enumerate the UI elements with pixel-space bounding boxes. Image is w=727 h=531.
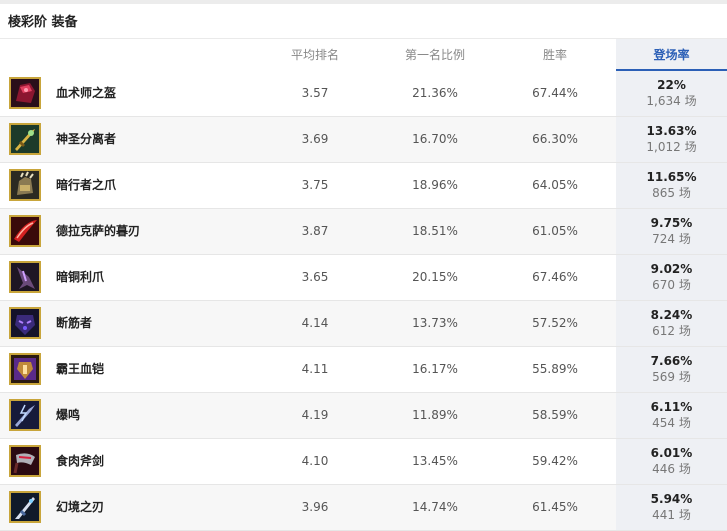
- item-name[interactable]: 幻境之刃: [56, 500, 105, 514]
- first-rate-value: 13.45%: [412, 454, 458, 468]
- first-rate-value: 20.15%: [412, 270, 458, 284]
- pick-rate-cell: 8.24% 612 场: [616, 301, 727, 346]
- games-count: 865 场: [652, 186, 691, 200]
- pick-rate-value: 7.66%: [650, 354, 693, 368]
- games-count: 612 场: [652, 324, 691, 338]
- pick-rate-cell: 13.63% 1,012 场: [616, 117, 727, 162]
- item-name[interactable]: 暗行者之爪: [56, 178, 117, 192]
- table-row[interactable]: 食肉斧剑 4.10 13.45% 59.42% 6.01% 446 场: [0, 439, 727, 485]
- games-count: 446 场: [652, 462, 691, 476]
- avg-place-value: 4.19: [301, 408, 329, 422]
- pick-rate-value: 22%: [657, 78, 686, 92]
- red-blade-icon: [9, 215, 41, 247]
- item-name[interactable]: 暗铜利爪: [56, 270, 105, 284]
- win-rate-value: 67.44%: [532, 86, 578, 100]
- crimson-helm-icon: [9, 77, 41, 109]
- item-name[interactable]: 血术师之盔: [56, 86, 117, 100]
- item-name[interactable]: 神圣分离者: [56, 132, 117, 146]
- column-header-pick-rate[interactable]: 登场率: [616, 39, 727, 71]
- first-rate-value: 18.96%: [412, 178, 458, 192]
- table-row[interactable]: 暗行者之爪 3.75 18.96% 64.05% 11.65% 865 场: [0, 163, 727, 209]
- win-rate-value: 57.52%: [532, 316, 578, 330]
- win-rate-value: 67.46%: [532, 270, 578, 284]
- pick-rate-value: 13.63%: [646, 124, 697, 138]
- table-row[interactable]: 血术师之盔 3.57 21.36% 67.44% 22% 1,634 场: [0, 71, 727, 117]
- pick-rate-cell: 11.65% 865 场: [616, 163, 727, 208]
- avg-place-value: 4.14: [301, 316, 329, 330]
- win-rate-value: 64.05%: [532, 178, 578, 192]
- column-header-avg-place[interactable]: 平均排名: [290, 48, 339, 62]
- win-rate-value: 58.59%: [532, 408, 578, 422]
- first-rate-value: 18.51%: [412, 224, 458, 238]
- win-rate-value: 61.45%: [532, 500, 578, 514]
- avg-place-value: 3.87: [301, 224, 329, 238]
- pick-rate-value: 6.11%: [650, 400, 693, 414]
- avg-place-value: 3.75: [301, 178, 329, 192]
- games-count: 724 场: [652, 232, 691, 246]
- pick-rate-cell: 9.75% 724 场: [616, 209, 727, 254]
- first-rate-value: 14.74%: [412, 500, 458, 514]
- games-count: 1,634 场: [646, 94, 697, 108]
- table-row[interactable]: 爆鸣 4.19 11.89% 58.59% 6.11% 454 场: [0, 393, 727, 439]
- cleaver-icon: [9, 445, 41, 477]
- purple-armor-icon: [9, 353, 41, 385]
- first-rate-value: 16.70%: [412, 132, 458, 146]
- win-rate-value: 59.42%: [532, 454, 578, 468]
- pick-rate-value: 5.94%: [650, 492, 693, 506]
- pick-rate-cell: 7.66% 569 场: [616, 347, 727, 392]
- pick-rate-cell: 22% 1,634 场: [616, 71, 727, 116]
- table-row[interactable]: 暗铜利爪 3.65 20.15% 67.46% 9.02% 670 场: [0, 255, 727, 301]
- dark-talon-icon: [9, 261, 41, 293]
- first-rate-value: 11.89%: [412, 408, 458, 422]
- top-divider: [0, 0, 727, 4]
- item-name[interactable]: 食肉斧剑: [56, 454, 105, 468]
- mirage-blade-icon: [9, 491, 41, 523]
- item-name[interactable]: 断筋者: [56, 316, 93, 330]
- golden-sword-icon: [9, 123, 41, 155]
- table-header: 平均排名 第一名比例 胜率 登场率: [0, 38, 727, 72]
- win-rate-value: 55.89%: [532, 362, 578, 376]
- pick-rate-cell: 6.01% 446 场: [616, 439, 727, 484]
- first-rate-value: 21.36%: [412, 86, 458, 100]
- avg-place-value: 3.57: [301, 86, 329, 100]
- table-row[interactable]: 霸王血铠 4.11 16.17% 55.89% 7.66% 569 场: [0, 347, 727, 393]
- pick-rate-cell: 9.02% 670 场: [616, 255, 727, 300]
- avg-place-value: 4.10: [301, 454, 329, 468]
- purple-mask-icon: [9, 307, 41, 339]
- item-name[interactable]: 德拉克萨的暮刃: [56, 224, 141, 238]
- first-rate-value: 13.73%: [412, 316, 458, 330]
- section-title: 棱彩阶 装备: [8, 15, 78, 30]
- pick-rate-value: 6.01%: [650, 446, 693, 460]
- claw-gauntlet-icon: [9, 169, 41, 201]
- win-rate-value: 66.30%: [532, 132, 578, 146]
- pick-rate-value: 11.65%: [646, 170, 697, 184]
- first-rate-value: 16.17%: [412, 362, 458, 376]
- table-row[interactable]: 神圣分离者 3.69 16.70% 66.30% 13.63% 1,012 场: [0, 117, 727, 163]
- pick-rate-cell: 6.11% 454 场: [616, 393, 727, 438]
- column-header-win-rate[interactable]: 胜率: [542, 48, 567, 62]
- avg-place-value: 3.65: [301, 270, 329, 284]
- avg-place-value: 3.96: [301, 500, 329, 514]
- item-name[interactable]: 霸王血铠: [56, 362, 105, 376]
- games-count: 441 场: [652, 508, 691, 522]
- pick-rate-value: 9.02%: [650, 262, 693, 276]
- pick-rate-value: 9.75%: [650, 216, 693, 230]
- item-table-body: 血术师之盔 3.57 21.36% 67.44% 22% 1,634 场神圣分离者 3.69…: [0, 71, 727, 531]
- pick-rate-value: 8.24%: [650, 308, 693, 322]
- pick-rate-cell: 5.94% 441 场: [616, 485, 727, 530]
- games-count: 569 场: [652, 370, 691, 384]
- column-header-first-rate[interactable]: 第一名比例: [404, 48, 465, 62]
- win-rate-value: 61.05%: [532, 224, 578, 238]
- item-name[interactable]: 爆鸣: [56, 408, 81, 422]
- avg-place-value: 3.69: [301, 132, 329, 146]
- table-row[interactable]: 断筋者 4.14 13.73% 57.52% 8.24% 612 场: [0, 301, 727, 347]
- games-count: 454 场: [652, 416, 691, 430]
- games-count: 1,012 场: [646, 140, 697, 154]
- lightning-blade-icon: [9, 399, 41, 431]
- table-row[interactable]: 德拉克萨的暮刃 3.87 18.51% 61.05% 9.75% 724 场: [0, 209, 727, 255]
- games-count: 670 场: [652, 278, 691, 292]
- avg-place-value: 4.11: [301, 362, 329, 376]
- table-row[interactable]: 幻境之刃 3.96 14.74% 61.45% 5.94% 441 场: [0, 485, 727, 531]
